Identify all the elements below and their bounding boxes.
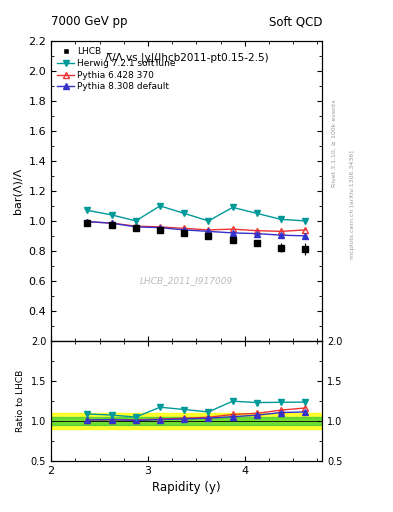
Text: mcplots.cern.ch [arXiv:1306.3436]: mcplots.cern.ch [arXiv:1306.3436] bbox=[350, 151, 355, 259]
Y-axis label: bar(Λ)/Λ: bar(Λ)/Λ bbox=[13, 168, 23, 214]
Text: Λ̅/Λ vs |y|(lhcb2011-pt0.15-2.5): Λ̅/Λ vs |y|(lhcb2011-pt0.15-2.5) bbox=[105, 53, 268, 63]
Text: 7000 GeV pp: 7000 GeV pp bbox=[51, 15, 128, 28]
Legend: LHCB, Herwig 7.2.1 softTune, Pythia 6.428 370, Pythia 8.308 default: LHCB, Herwig 7.2.1 softTune, Pythia 6.42… bbox=[55, 46, 178, 93]
Bar bbox=[51, 417, 322, 425]
Text: LHCB_2011_I917009: LHCB_2011_I917009 bbox=[140, 276, 233, 285]
Text: Rivet 3.1.10, ≥ 100k events: Rivet 3.1.10, ≥ 100k events bbox=[332, 99, 337, 187]
Y-axis label: Ratio to LHCB: Ratio to LHCB bbox=[16, 370, 25, 432]
Bar bbox=[51, 413, 322, 429]
X-axis label: Rapidity (y): Rapidity (y) bbox=[152, 481, 221, 494]
Text: Soft QCD: Soft QCD bbox=[269, 15, 322, 28]
